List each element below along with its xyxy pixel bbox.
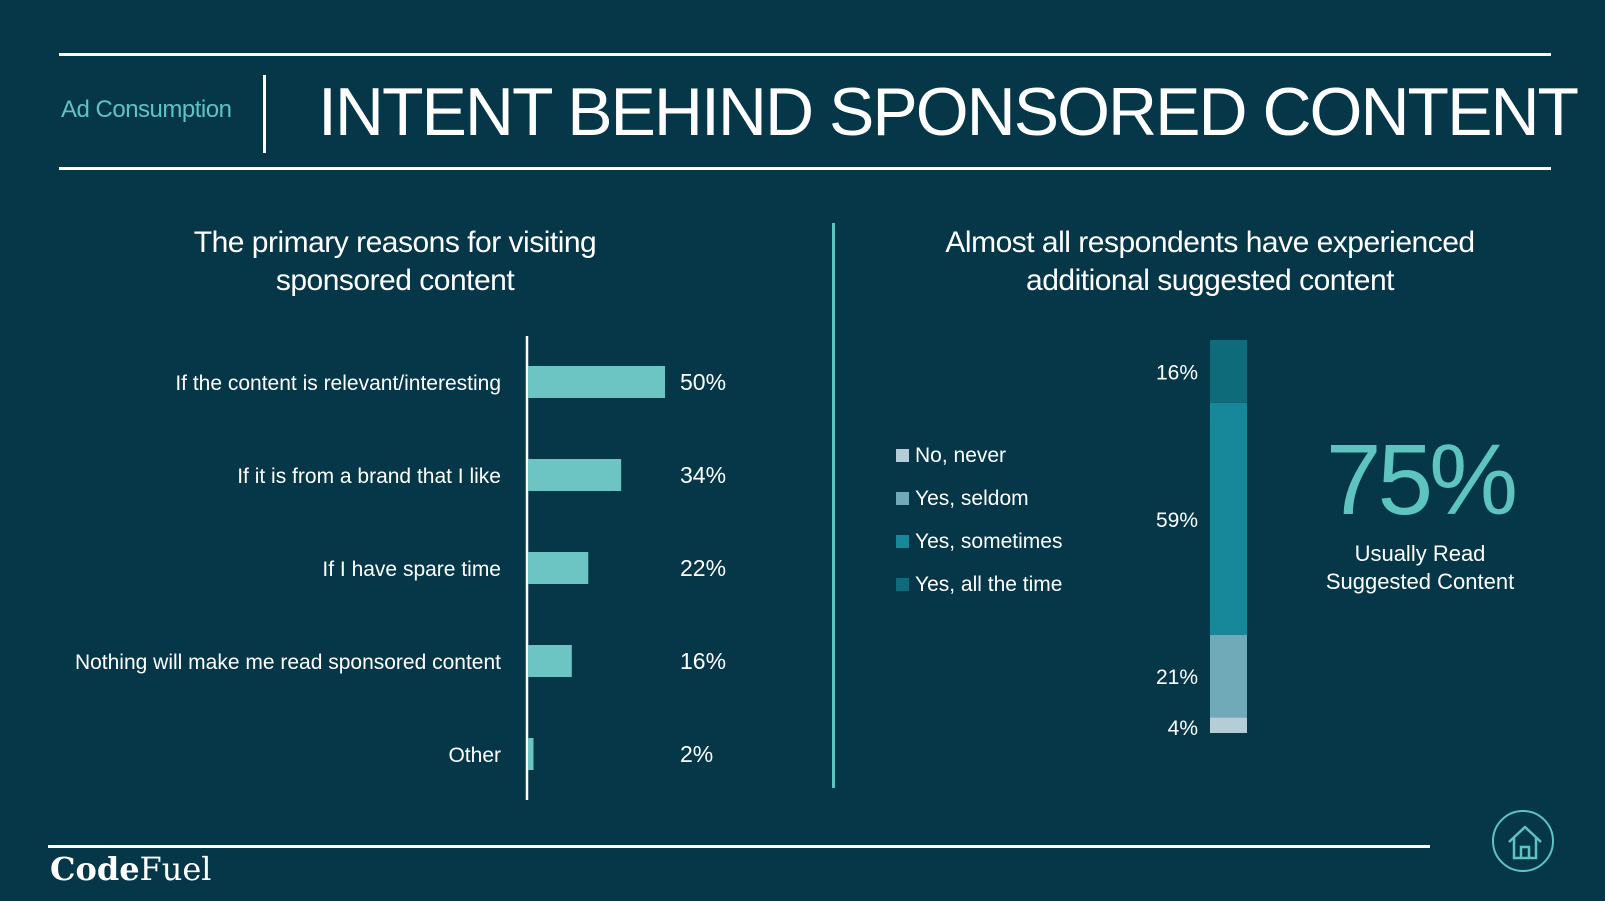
right-chart-subtitle: Almost all respondents have experienced …: [880, 224, 1540, 300]
bar: [528, 645, 572, 677]
panel-divider: [832, 223, 835, 788]
experience-stacked-chart: 4% 21% 59% 16%: [1156, 340, 1247, 740]
bar: [528, 738, 534, 770]
legend-item: No, never: [896, 434, 1062, 477]
bar-value-label: 22%: [680, 555, 726, 581]
bar: [528, 552, 589, 584]
big-stat-caption-line-1: Usually Read: [1354, 541, 1486, 566]
legend-label: Yes, sometimes: [915, 529, 1063, 553]
stack-value-label: 59%: [1156, 509, 1198, 532]
legend-swatch: [896, 492, 909, 505]
bar-value-label: 16%: [680, 648, 726, 674]
bar-category-label: If it is from a brand that I like: [237, 465, 501, 488]
big-stat-caption: Usually Read Suggested Content: [1290, 540, 1550, 596]
bar: [528, 366, 665, 398]
left-subtitle-line-2: sponsored content: [275, 264, 515, 297]
codefuel-logo[interactable]: CodeFuel: [50, 850, 212, 888]
reasons-bar-chart: If the content is relevant/interesting 50…: [75, 336, 726, 800]
legend-item: Yes, all the time: [896, 563, 1062, 606]
legend-label: Yes, seldom: [915, 486, 1029, 510]
header-top-rule: [59, 53, 1551, 56]
left-chart-subtitle: The primary reasons for visiting sponsor…: [130, 224, 660, 300]
big-stat-value: 75%: [1325, 424, 1518, 536]
big-stat-caption-line-2: Suggested Content: [1325, 569, 1515, 594]
bar-category-label: Nothing will make me read sponsored cont…: [75, 651, 501, 674]
home-button[interactable]: [1492, 810, 1554, 872]
bar: [528, 459, 622, 491]
stack-value-label: 16%: [1156, 361, 1198, 384]
header-bottom-rule: [59, 167, 1551, 170]
footer-rule: [48, 845, 1430, 848]
legend-label: No, never: [915, 443, 1007, 467]
legend-item: Yes, sometimes: [896, 520, 1062, 563]
stack-segment: [1210, 402, 1247, 635]
left-subtitle-line-1: The primary reasons for visiting: [193, 226, 597, 259]
page-title: INTENT BEHIND SPONSORED CONTENT: [318, 74, 1579, 150]
home-icon: [1508, 825, 1542, 860]
right-subtitle-line-1: Almost all respondents have experienced: [945, 226, 1475, 259]
stack-value-label: 21%: [1156, 666, 1198, 689]
stack-segment: [1210, 340, 1247, 403]
logo-bold-part: Code: [50, 850, 140, 888]
legend-swatch: [896, 535, 909, 548]
bar-category-label: Other: [448, 744, 501, 767]
legend-label: Yes, all the time: [915, 572, 1063, 596]
legend-swatch: [896, 578, 909, 591]
section-label[interactable]: Ad Consumption: [61, 96, 232, 123]
stack-segment: [1210, 717, 1247, 733]
bar-value-label: 2%: [680, 741, 713, 767]
logo-regular-part: Fuel: [139, 850, 212, 888]
legend-swatch: [896, 449, 909, 462]
bar-category-label: If the content is relevant/interesting: [175, 372, 501, 395]
right-subtitle-line-2: additional suggested content: [1026, 264, 1394, 297]
legend-item: Yes, seldom: [896, 477, 1062, 520]
header-separator: [263, 75, 266, 153]
bar-value-label: 34%: [680, 462, 726, 488]
stack-segment: [1210, 634, 1247, 718]
bar-category-label: If I have spare time: [322, 558, 501, 581]
stack-value-label: 4%: [1168, 717, 1198, 740]
stack-legend: No, never Yes, seldom Yes, sometimes Yes, a…: [896, 434, 1062, 606]
bar-value-label: 50%: [680, 369, 726, 395]
